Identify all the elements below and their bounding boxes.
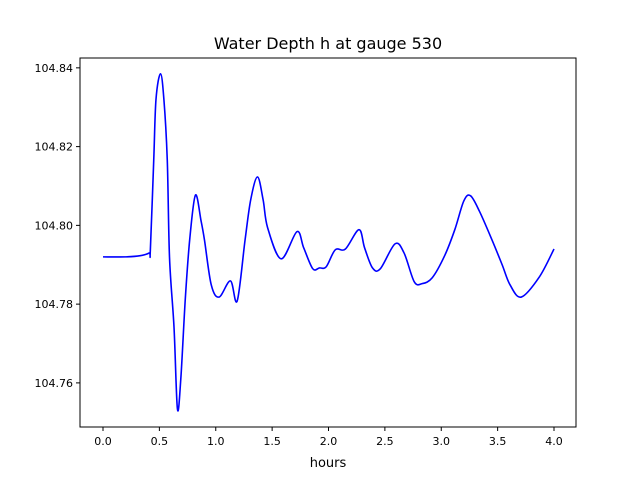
- x-tick-label: 3.5: [489, 435, 507, 448]
- x-tick-label: 0.0: [94, 435, 112, 448]
- series-line-h: [103, 72, 555, 412]
- chart-title: Water Depth h at gauge 530: [214, 34, 442, 53]
- x-tick-label: 3.0: [433, 435, 451, 448]
- x-tick-label: 4.0: [545, 435, 563, 448]
- y-tick-label: 104.78: [35, 298, 74, 311]
- x-tick-label: 2.5: [376, 435, 394, 448]
- axes-frame: [79, 57, 577, 428]
- x-tick-label: 1.0: [207, 435, 225, 448]
- x-axis: 0.0 0.5 1.0 1.5 2.0 2.5 3.0 3.5 4.0: [94, 427, 563, 448]
- x-axis-label: hours: [310, 456, 347, 471]
- y-tick-label: 104.76: [35, 377, 74, 390]
- y-tick-label: 104.82: [35, 141, 74, 154]
- y-tick-label: 104.84: [35, 62, 74, 75]
- plot-area: [103, 72, 555, 412]
- x-tick-label: 1.5: [263, 435, 281, 448]
- y-axis: 104.76 104.78 104.80 104.82 104.84: [35, 62, 80, 390]
- y-tick-label: 104.80: [35, 219, 74, 232]
- x-tick-label: 0.5: [151, 435, 169, 448]
- x-tick-label: 2.0: [320, 435, 338, 448]
